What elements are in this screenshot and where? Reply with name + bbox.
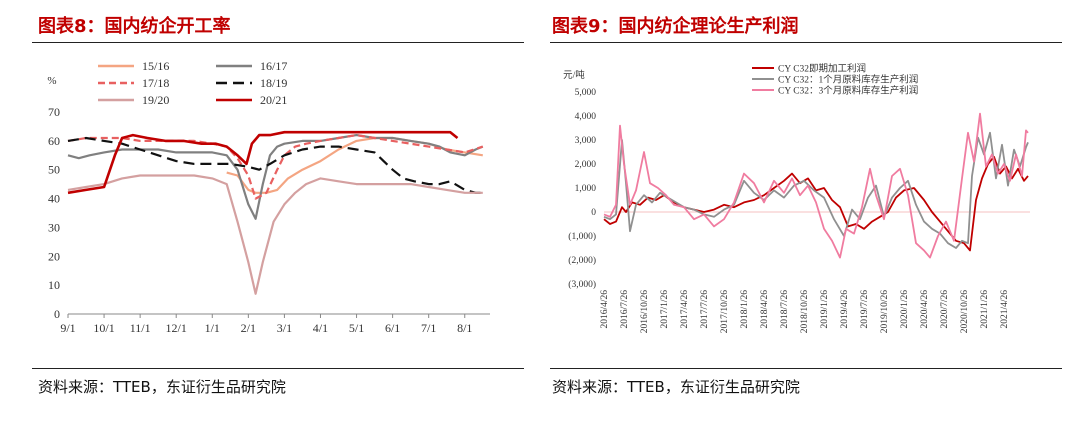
- legend-label: 19/20: [142, 93, 169, 107]
- x-tick-label: 12/1: [166, 321, 187, 335]
- x-tick-label: 2019/7/26: [860, 290, 870, 329]
- x-tick-label: 2018/1/26: [740, 290, 750, 329]
- x-tick-label: 2017/7/26: [700, 290, 710, 329]
- legend-label: 17/18: [142, 76, 169, 90]
- x-tick-label: 2020/10/26: [960, 290, 970, 334]
- y-tick-label: 10: [48, 278, 60, 292]
- y-axis-unit: 元/吨: [563, 69, 585, 81]
- x-tick-label: 2021/1/26: [980, 290, 990, 329]
- x-tick-label: 2019/10/26: [880, 290, 890, 334]
- right-chart-title: 图表9：国内纺企理论生产利润: [552, 16, 799, 37]
- series-line: [67, 174, 483, 295]
- y-tick-label: 70: [48, 105, 60, 119]
- x-tick-label: 5/1: [349, 321, 364, 335]
- legend-label: CY C32：3个月原料库存生产利润: [778, 85, 918, 97]
- x-tick-label: 2017/10/26: [720, 290, 730, 334]
- y-tick-label: 30: [48, 220, 60, 234]
- legend-label: CY C32：1个月原料库存生产利润: [778, 74, 918, 86]
- left-line-chart: 0 10 20 30 40 50 60 70% 9/1 10/1 11/1 12/1 1/1 2/1 3/1…: [47, 59, 490, 335]
- x-tick-label: 8/1: [457, 321, 472, 335]
- x-tick-label: 11/1: [130, 321, 151, 335]
- legend-label: 16/17: [260, 59, 287, 73]
- y-tick-label: 50: [48, 163, 60, 177]
- x-tick-label: 2016/7/26: [620, 290, 630, 329]
- y-tick-label: (1,000): [568, 231, 596, 242]
- y-axis-unit: %: [47, 75, 56, 87]
- y-tick-label: 0: [591, 208, 596, 218]
- right-line-chart: (3,000) (2,000) (1,000) 0 1,000 2,000 3,000 4,0…: [563, 63, 1030, 334]
- left-top-rule: [32, 42, 524, 43]
- left-chart-panel: 图表8：国内纺企开工率 0 10 20 30 40 50 60 70% 9/1 10/1 11/1 1…: [32, 16, 524, 396]
- x-tick-label: 2018/4/26: [760, 290, 770, 329]
- y-tick-label: 2,000: [575, 160, 597, 170]
- x-tick-label: 2018/7/26: [780, 290, 790, 329]
- y-tick-label: 3,000: [575, 136, 597, 146]
- series-line: [603, 112, 1029, 259]
- x-tick-label: 6/1: [385, 321, 400, 335]
- y-tick-label: 4,000: [575, 112, 597, 122]
- y-tick-label: 0: [54, 307, 60, 321]
- y-tick-label: (2,000): [568, 255, 596, 266]
- series-line: [67, 134, 484, 200]
- right-top-rule: [550, 42, 1062, 43]
- x-tick-label: 2019/1/26: [820, 290, 830, 329]
- left-chart-title: 图表8：国内纺企开工率: [38, 16, 231, 37]
- x-tick-label: 2021/4/26: [1000, 290, 1010, 329]
- x-tick-label: 9/1: [60, 321, 75, 335]
- x-tick-label: 2016/4/26: [600, 290, 610, 329]
- x-tick-label: 2020/4/26: [920, 290, 930, 329]
- left-source-note: 资料来源：TTEB，东证衍生品研究院: [38, 378, 286, 396]
- y-tick-label: 1,000: [575, 184, 597, 194]
- left-bottom-rule: [32, 368, 524, 369]
- x-tick-label: 2020/7/26: [940, 290, 950, 329]
- y-tick-label: 40: [48, 192, 60, 206]
- x-tick-label: 2017/4/26: [680, 290, 690, 329]
- x-tick-label: 3/1: [277, 321, 292, 335]
- x-tick-label: 2019/4/26: [840, 290, 850, 329]
- x-tick-label: 2016/10/26: [640, 290, 650, 334]
- y-tick-label: 20: [48, 249, 60, 263]
- legend-label: CY C32即期加工利润: [778, 63, 866, 75]
- x-tick-label: 4/1: [313, 321, 328, 335]
- x-tick-label: 2020/1/26: [900, 290, 910, 329]
- right-bottom-rule: [550, 368, 1062, 369]
- x-tick-label: 1/1: [205, 321, 220, 335]
- y-tick-label: 60: [48, 134, 60, 148]
- series-line: [67, 136, 483, 194]
- right-source-note: 资料来源：TTEB，东证衍生品研究院: [552, 378, 800, 396]
- x-tick-label: 2017/1/26: [660, 290, 670, 329]
- right-chart-panel: 图表9：国内纺企理论生产利润 (3,000) (2,000) (1,000) 0 1,0…: [540, 0, 1080, 432]
- legend-label: 18/19: [260, 76, 287, 90]
- x-tick-label: 2018/10/26: [800, 290, 810, 334]
- series-line: [67, 130, 459, 195]
- x-tick-label: 10/1: [93, 321, 114, 335]
- y-tick-label: 5,000: [575, 88, 597, 98]
- legend-label: 20/21: [260, 93, 287, 107]
- x-tick-label: 7/1: [421, 321, 436, 335]
- legend-label: 15/16: [142, 59, 169, 73]
- y-tick-label: (3,000): [568, 279, 596, 290]
- x-tick-label: 2/1: [241, 321, 256, 335]
